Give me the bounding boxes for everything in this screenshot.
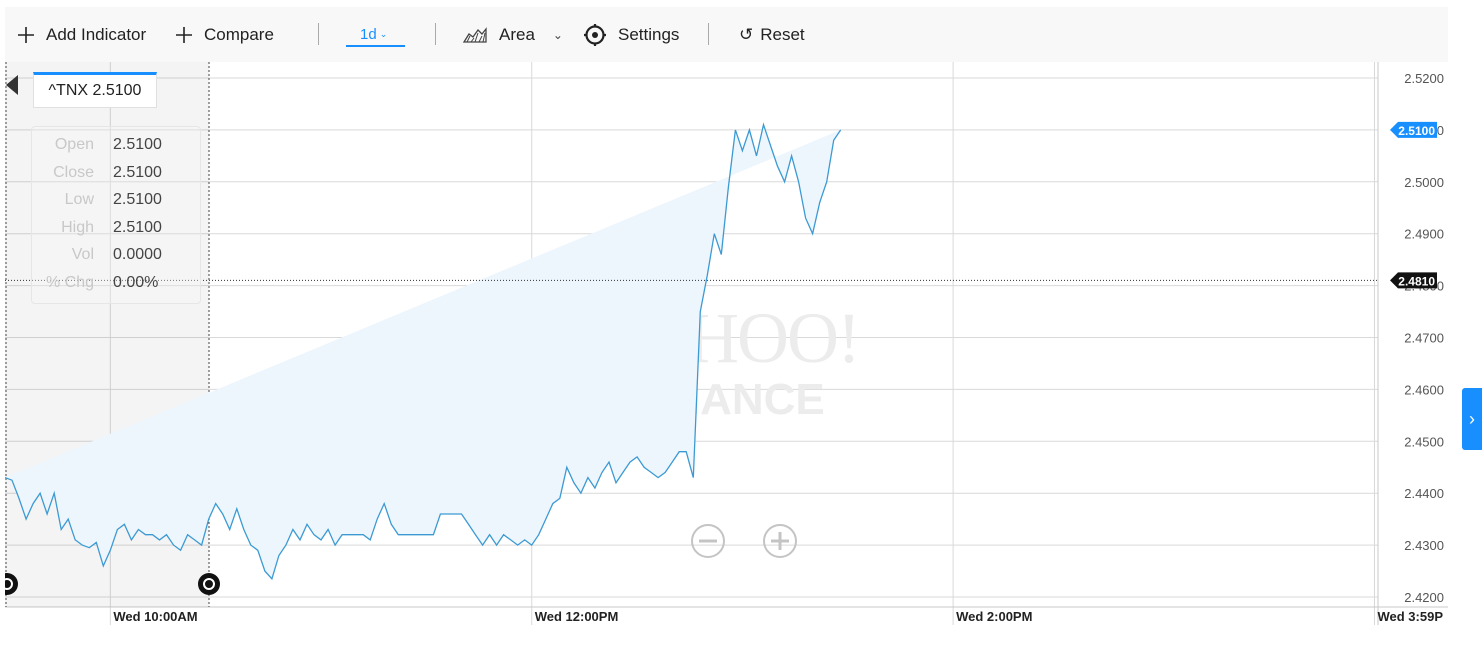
add-indicator-label: Add Indicator (46, 24, 147, 44)
zoom-out-icon[interactable] (691, 524, 725, 558)
range-underline (346, 45, 405, 47)
handle-inner (5, 578, 13, 590)
y-tick-label: 2.4500 (1404, 434, 1444, 449)
x-tick-label: Wed 3:59P (1377, 609, 1443, 624)
symbol-tab[interactable]: ^TNX 2.5100 (33, 72, 157, 108)
compare-label: Compare (204, 24, 274, 44)
y-tick-label: 2.5000 (1404, 175, 1444, 190)
y-tick-label: 2.4400 (1404, 486, 1444, 501)
x-tick-label: Wed 12:00PM (535, 609, 619, 624)
zoom-ring (691, 524, 725, 558)
expand-sidebar-button[interactable]: › (1462, 388, 1482, 450)
x-tick-label: Wed 10:00AM (113, 609, 197, 624)
ohlc-label: High (61, 218, 94, 236)
ohlc-value: 2.5100 (113, 191, 162, 208)
handle-circle (198, 573, 220, 595)
divider (708, 23, 709, 45)
compare-button[interactable]: Compare (175, 7, 274, 62)
range-handle-right-icon[interactable] (198, 573, 220, 595)
ohlc-label: Close (53, 163, 94, 181)
settings-label: Settings (618, 24, 680, 44)
previous-close-tag: 2.4810 (1398, 274, 1435, 288)
range-handle-left-icon[interactable] (5, 573, 18, 595)
settings-button[interactable]: Settings (584, 7, 679, 62)
y-tick-label: 2.5200 (1404, 71, 1444, 86)
collapse-panel-arrow-icon[interactable] (6, 75, 18, 95)
ohlc-row: Open 2.5100 (32, 136, 202, 160)
zoom-ring (763, 524, 797, 558)
chart-type-label: Area (499, 24, 535, 44)
chevron-right-icon: › (1469, 408, 1475, 429)
chevron-down-icon: ⌄ (379, 29, 388, 39)
reset-button[interactable]: ↺ Reset (739, 7, 805, 62)
price-chart[interactable]: YAHOO! FINANCE 2.52002.51002.50002.49002… (5, 62, 1448, 625)
plus-icon (17, 26, 35, 44)
reset-icon: ↺ (739, 24, 754, 44)
chart-type-dropdown[interactable]: Area ⌄ (463, 7, 563, 62)
plus-icon (175, 26, 193, 44)
add-indicator-button[interactable]: Add Indicator (17, 7, 146, 62)
range-label: 1d (360, 26, 377, 43)
area-fill (5, 124, 841, 579)
ohlc-value: 2.5100 (113, 218, 162, 236)
divider (435, 23, 436, 45)
current-price-tag-bg (1390, 121, 1437, 138)
ohlc-label: % Chg (45, 273, 94, 291)
x-tick-label: Wed 2:00PM (956, 609, 1032, 624)
handle-inner (203, 578, 215, 590)
ohlc-value: 2.5100 (113, 136, 162, 153)
ohlc-row: High 2.5100 (32, 219, 202, 243)
chevron-down-icon: ⌄ (552, 27, 563, 42)
ohlc-panel: Open 2.5100 Close 2.5100 Low 2.5100 High 2.5100… (31, 126, 201, 304)
ohlc-value: 2.5100 (113, 163, 162, 181)
ohlc-value: 0.00% (113, 273, 159, 291)
y-tick-label: 2.4700 (1404, 331, 1444, 346)
ohlc-value: 0.0000 (113, 246, 162, 263)
ohlc-label: Open (54, 136, 94, 153)
divider (318, 23, 319, 45)
ohlc-row: Low 2.5100 (32, 191, 202, 215)
y-tick-label: 2.4900 (1404, 227, 1444, 242)
chart-canvas[interactable]: YAHOO! FINANCE 2.52002.51002.50002.49002… (5, 62, 1448, 625)
y-tick-label: 2.4200 (1404, 590, 1444, 605)
gear-icon (584, 23, 606, 46)
previous-close-tag-bg (1390, 272, 1437, 289)
ohlc-row: Vol 0.0000 (32, 246, 202, 270)
area-chart-icon (463, 26, 487, 43)
symbol-label: ^TNX 2.5100 (48, 82, 142, 99)
zoom-in-icon[interactable] (763, 524, 797, 558)
price-line (5, 122, 842, 581)
range-dropdown[interactable]: 1d ⌄ (360, 7, 387, 62)
ohlc-label: Low (64, 191, 94, 208)
chart-toolbar: Add Indicator Compare 1d ⌄ Area ⌄ (5, 7, 1448, 63)
ohlc-label: Vol (71, 246, 94, 263)
y-tick-label: 2.4600 (1404, 382, 1444, 397)
reset-label: Reset (760, 24, 805, 44)
ohlc-row: Close 2.5100 (32, 164, 202, 188)
ohlc-row: % Chg 0.00% (32, 274, 202, 298)
current-price-tag: 2.5100 (1398, 124, 1435, 138)
y-tick-label: 2.4300 (1404, 538, 1444, 553)
